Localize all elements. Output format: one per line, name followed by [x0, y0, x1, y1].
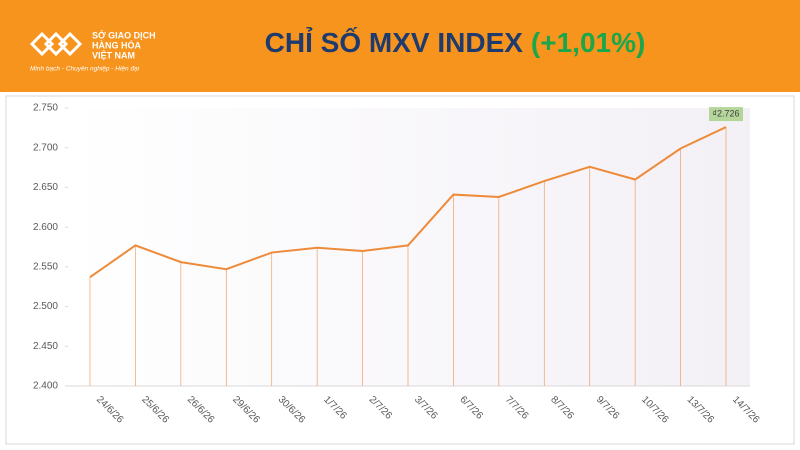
- logo: SỞ GIAO DỊCH HÀNG HÓA VIỆT NAM Minh bạch…: [29, 29, 156, 73]
- data-label-bg: [709, 107, 743, 122]
- logo-line: HÀNG HÓA: [92, 39, 141, 50]
- logo-line: SỞ GIAO DỊCH: [92, 29, 156, 40]
- title-text: CHỈ SỐ MXV INDEX: [265, 26, 524, 58]
- title-change: (+1,01%): [531, 27, 645, 58]
- tagline: Minh bạch - Chuyên nghiệp - Hiện đại: [30, 66, 140, 73]
- plot-area: [68, 108, 750, 386]
- title: CHỈ SỐ MXV INDEX (+1,01%): [265, 26, 646, 58]
- y-tick-label: 2.500: [33, 301, 58, 312]
- logo-line: VIỆT NAM: [92, 49, 135, 60]
- series-line: [89, 126, 727, 279]
- header: [0, 0, 800, 92]
- y-tick-label: 2.750: [33, 103, 58, 114]
- y-tick-label: 2.550: [33, 261, 58, 272]
- y-tick-label: 2.450: [33, 341, 58, 352]
- y-tick-label: 2.650: [33, 182, 58, 193]
- y-tick-label: 2.400: [33, 381, 58, 392]
- y-tick-label: 2.700: [33, 142, 58, 153]
- y-tick-label: 2.600: [33, 222, 58, 233]
- data-label: ₫2.726: [712, 108, 739, 118]
